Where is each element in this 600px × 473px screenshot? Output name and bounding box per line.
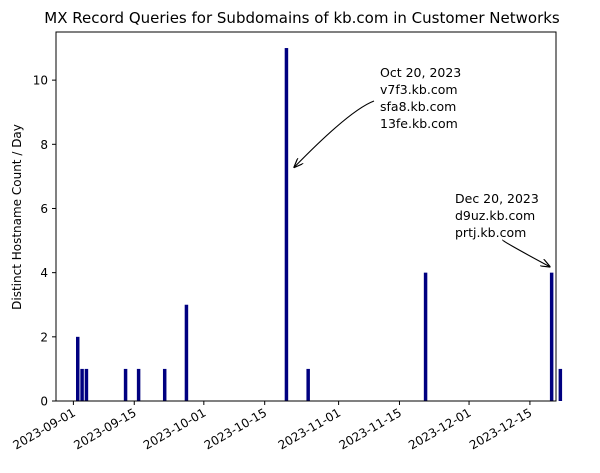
y-tick-label-0: 0: [40, 395, 48, 409]
x-tick-label-0: 2023-09-01: [10, 405, 77, 452]
bar-2: [84, 368, 89, 401]
bar-4: [136, 368, 141, 401]
chart-title: MX Record Queries for Subdomains of kb.c…: [44, 9, 560, 27]
annotation-0-line-0: Oct 20, 2023: [380, 65, 461, 80]
bar-5: [162, 368, 167, 401]
bar-3: [123, 368, 128, 401]
annotation-1-line-1: d9uz.kb.com: [455, 208, 535, 223]
annotation-0-line-2: sfa8.kb.com: [380, 99, 456, 114]
bar-1: [80, 368, 84, 401]
annotation-1-line-0: Dec 20, 2023: [455, 191, 539, 206]
x-tick-label-2: 2023-10-01: [141, 405, 208, 452]
annotation-1-line-2: prtj.kb.com: [455, 225, 526, 240]
y-axis-label: Distinct Hostname Count / Day: [10, 124, 24, 310]
bar-0: [76, 336, 80, 401]
x-tick-label-1: 2023-09-15: [71, 405, 138, 452]
y-tick-label-1: 2: [40, 330, 48, 344]
x-tick-label-7: 2023-12-15: [467, 405, 534, 452]
annotation-arrow-0: [294, 100, 375, 167]
bar-7: [284, 48, 289, 401]
bar-8: [306, 368, 310, 401]
y-tick-label-3: 6: [40, 202, 48, 216]
annotation-0: Oct 20, 2023 v7f3.kb.com sfa8.kb.com 13fe.k…: [380, 65, 461, 131]
plot-frame: [55, 31, 557, 402]
annotation-1: Dec 20, 2023 d9uz.kb.com prtj.kb.com: [455, 191, 539, 240]
bar-11: [558, 368, 563, 401]
x-tick-label-4: 2023-11-01: [276, 405, 343, 452]
x-tick-label-6: 2023-12-01: [406, 405, 473, 452]
bar-10: [549, 272, 554, 401]
annotation-arrow-1: [502, 239, 550, 267]
y-tick-label-4: 8: [40, 138, 48, 152]
y-tick-label-5: 10: [33, 74, 48, 88]
x-tick-label-5: 2023-11-15: [337, 405, 404, 452]
bar-9: [423, 272, 428, 401]
bar-6: [184, 304, 189, 401]
annotation-0-line-1: v7f3.kb.com: [380, 82, 458, 97]
x-tick-label-3: 2023-10-15: [202, 405, 269, 452]
annotation-0-line-3: 13fe.kb.com: [380, 116, 458, 131]
y-tick-label-2: 4: [40, 266, 48, 280]
